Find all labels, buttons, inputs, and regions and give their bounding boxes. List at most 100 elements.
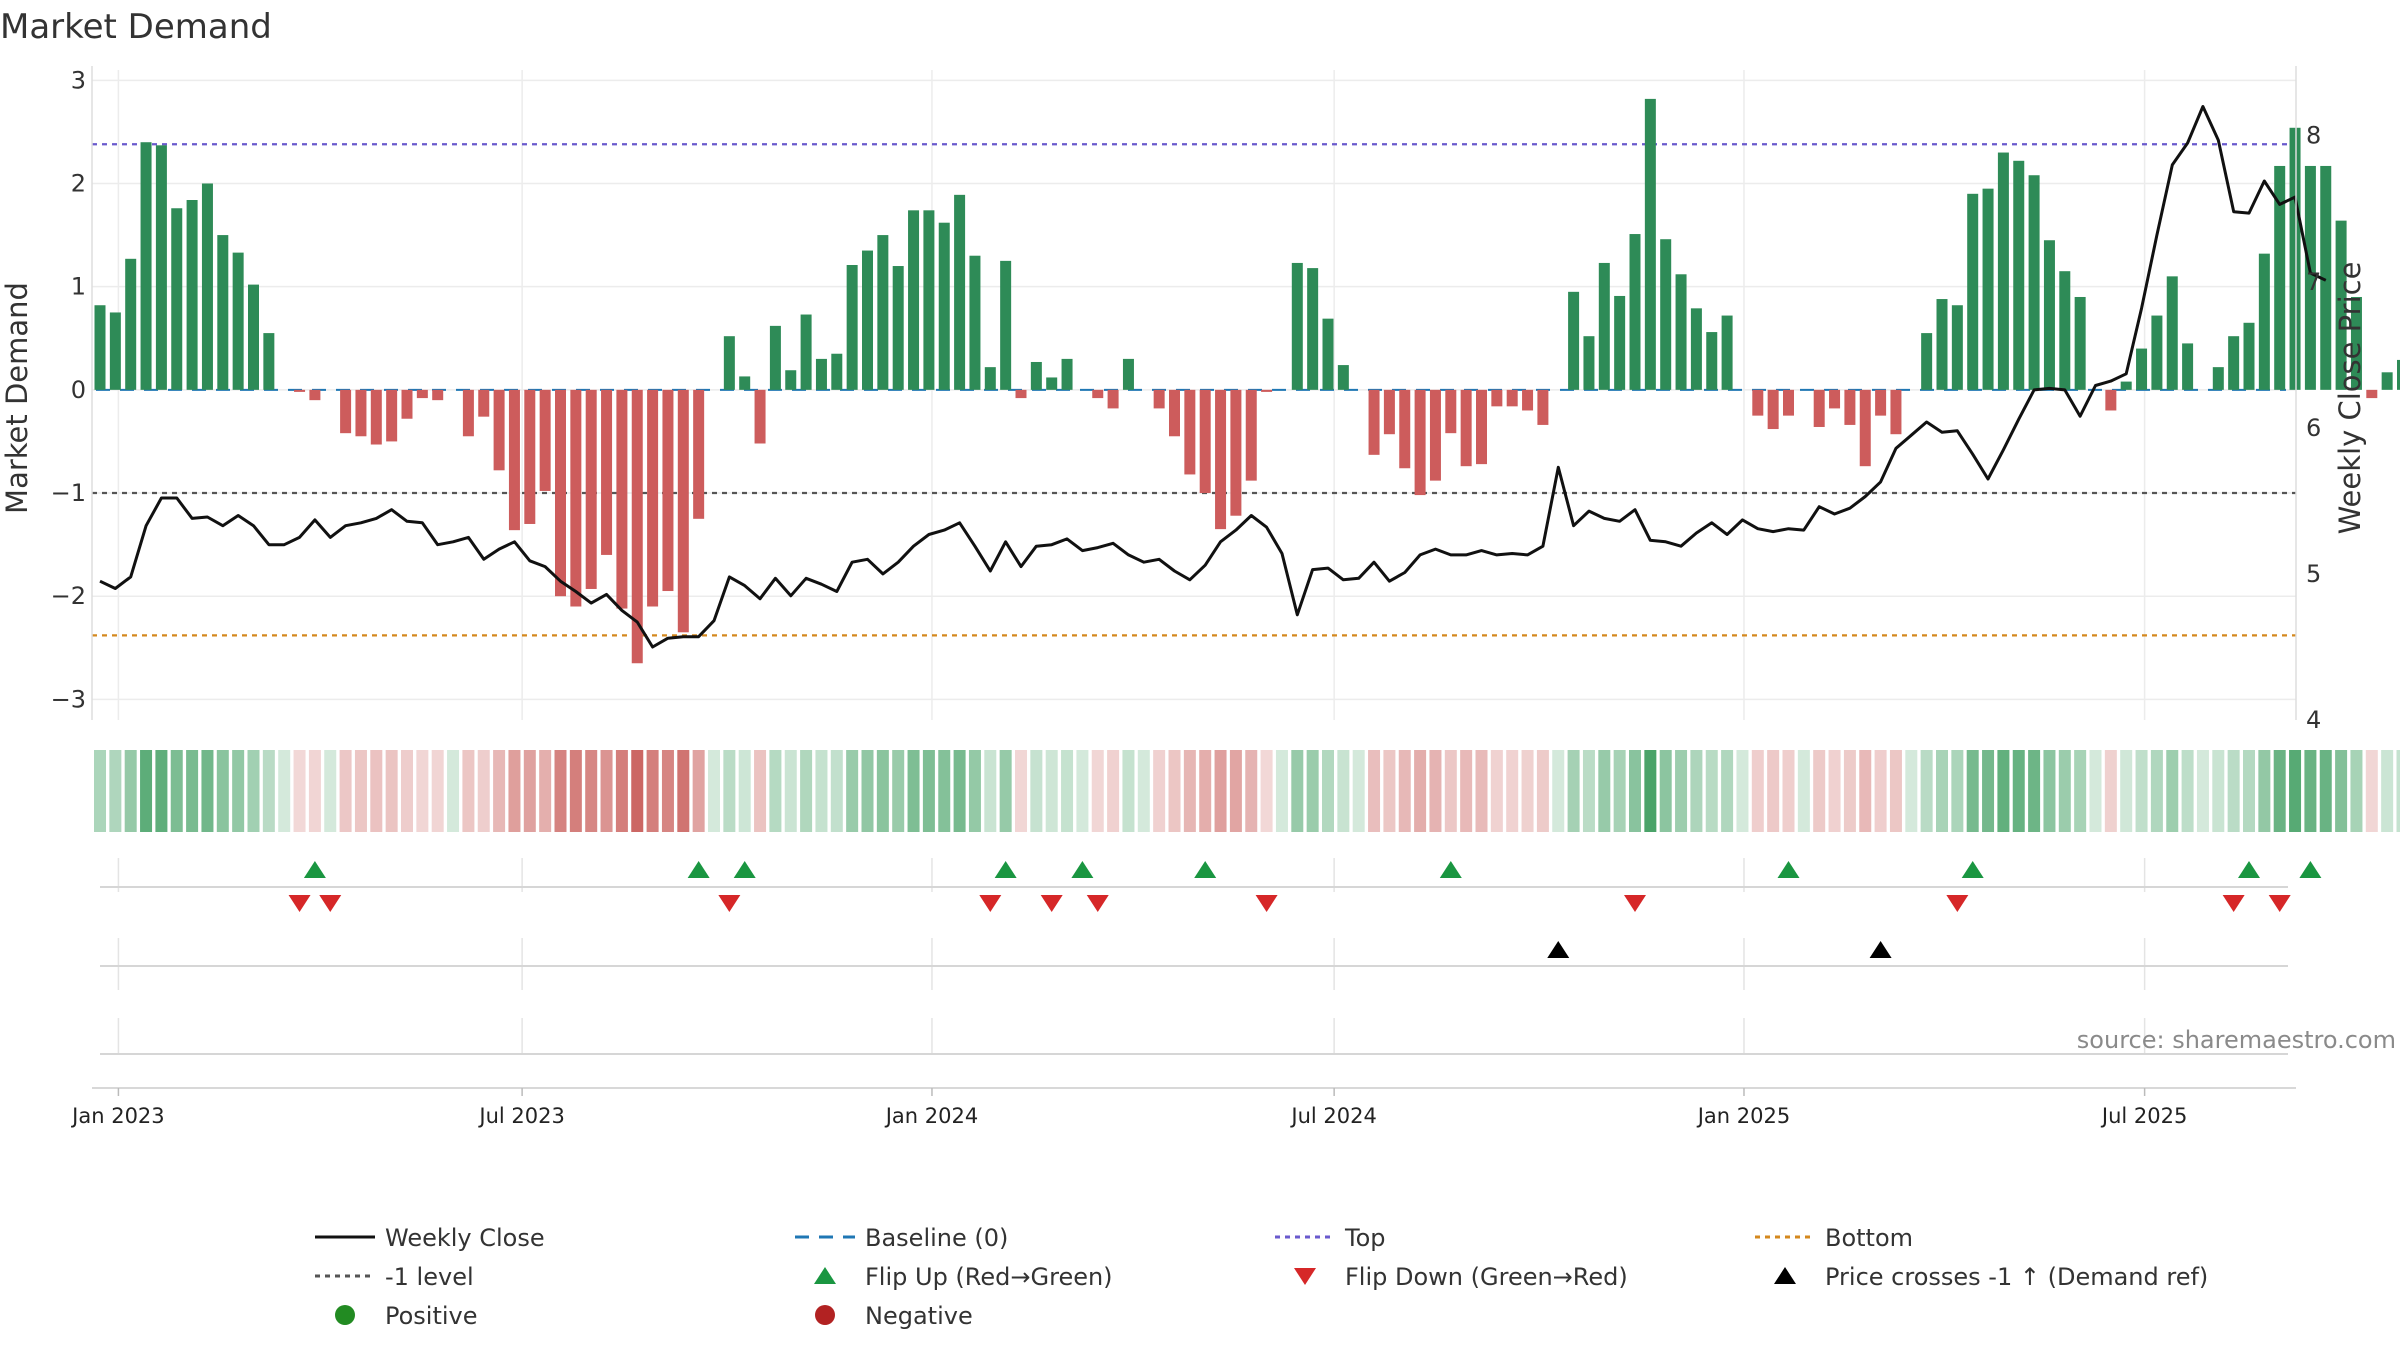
heat-cell	[140, 750, 153, 832]
heat-cell	[861, 750, 874, 832]
demand-bar	[2366, 389, 2378, 399]
heat-cell	[1613, 750, 1626, 832]
demand-bar	[309, 389, 321, 401]
flip-down-marker	[718, 895, 741, 912]
gridlines	[92, 70, 2296, 1054]
y-tick-label: 2	[71, 169, 86, 197]
heat-cell	[1828, 750, 1841, 832]
heat-cell	[800, 750, 813, 832]
y2-tick-label: 5	[2306, 560, 2321, 588]
heat-cell	[661, 750, 674, 832]
heat-cell	[2104, 750, 2117, 832]
heat-cell	[431, 750, 444, 832]
demand-bar	[1506, 389, 1518, 407]
demand-bar	[1921, 333, 1933, 390]
demand-bar	[416, 389, 428, 399]
demand-bar	[647, 389, 659, 607]
y2-tick-label: 6	[2306, 414, 2321, 442]
legend-item: -1 level	[315, 1263, 474, 1291]
legend-item: Flip Up (Red→Green)	[814, 1263, 1113, 1291]
heat-cell	[2227, 750, 2240, 832]
legend-label: Negative	[865, 1302, 973, 1330]
demand-bar	[2028, 175, 2040, 390]
heat-cell	[523, 750, 536, 832]
heat-cell	[385, 750, 398, 832]
heat-cell	[1214, 750, 1227, 832]
heat-cell	[1015, 750, 1027, 832]
heat-cell	[692, 750, 705, 832]
heat-cell	[1936, 750, 1948, 832]
heat-cell	[1153, 750, 1166, 832]
demand-bar	[1107, 389, 1119, 409]
legend: Weekly Close Baseline (0) Top Bottom -1 leve…	[315, 1224, 2208, 1330]
heat-cell	[2350, 750, 2363, 832]
heat-cell	[2196, 750, 2209, 832]
heat-cell	[2150, 750, 2163, 832]
demand-bar	[1215, 389, 1227, 530]
demand-bar	[1399, 389, 1411, 469]
flip-down-marker	[1946, 895, 1969, 912]
legend-swatch	[335, 1305, 355, 1325]
heat-cell	[308, 750, 321, 832]
demand-bar	[1445, 389, 1457, 434]
legend-label: Positive	[385, 1302, 478, 1330]
flip-up-marker	[733, 861, 756, 878]
heat-cell	[2304, 750, 2317, 832]
heat-cell	[968, 750, 981, 832]
legend-item: Positive	[335, 1302, 478, 1330]
demand-bar	[1000, 260, 1012, 390]
heat-cell	[1490, 750, 1503, 832]
reference-lines	[92, 143, 2296, 637]
heat-cell	[1582, 750, 1595, 832]
legend-swatch	[1774, 1267, 1796, 1284]
heat-cell	[1306, 750, 1319, 832]
heat-cell	[1061, 750, 1074, 832]
flip-up-marker	[303, 861, 326, 878]
heat-cell	[953, 750, 966, 832]
demand-bar	[1813, 389, 1825, 427]
heat-cell	[922, 750, 935, 832]
demand-bar	[1982, 188, 1994, 390]
legend-item: Negative	[815, 1302, 973, 1330]
demand-bar	[1153, 389, 1165, 409]
heat-cell	[1552, 750, 1565, 832]
heat-cell	[2319, 750, 2332, 832]
demand-bar	[1936, 299, 1948, 390]
heat-cell	[1951, 750, 1964, 832]
demand-bar	[662, 389, 674, 592]
demand-bar	[677, 389, 689, 633]
heat-cell	[1245, 750, 1258, 832]
heat-cell	[938, 750, 951, 832]
weekly-close-path	[99, 105, 2327, 649]
demand-bar	[2243, 322, 2255, 390]
heat-cell	[401, 750, 413, 832]
heat-cell	[186, 750, 199, 832]
heat-cell	[493, 750, 506, 832]
heat-cell	[1460, 750, 1473, 832]
demand-bar	[1322, 318, 1334, 390]
demand-bar	[2397, 359, 2400, 390]
demand-bar	[432, 389, 444, 401]
y-axis-label: Market Demand	[0, 282, 34, 514]
heat-cell	[2166, 750, 2179, 832]
heat-cell	[354, 750, 367, 832]
y2-tick-label: 8	[2306, 122, 2321, 150]
heat-cell	[2243, 750, 2255, 832]
y-tick-label: 0	[71, 376, 86, 404]
demand-bar	[401, 389, 413, 419]
demand-bar	[2335, 220, 2347, 390]
heat-cell	[1905, 750, 1918, 832]
flip-up-marker	[994, 861, 1017, 878]
demand-bar	[923, 210, 935, 390]
heat-cell	[615, 750, 628, 832]
heat-cell	[1444, 750, 1457, 832]
heat-cell	[1398, 750, 1411, 832]
y-tick-label: −2	[51, 582, 86, 610]
demand-bar	[739, 376, 751, 390]
heat-cell	[1168, 750, 1181, 832]
heat-cell	[1122, 750, 1135, 832]
heat-cell	[2074, 750, 2087, 832]
x-tick-label: Jul 2024	[1289, 1104, 1376, 1128]
demand-bar	[616, 389, 628, 609]
heat-cell	[846, 750, 859, 832]
